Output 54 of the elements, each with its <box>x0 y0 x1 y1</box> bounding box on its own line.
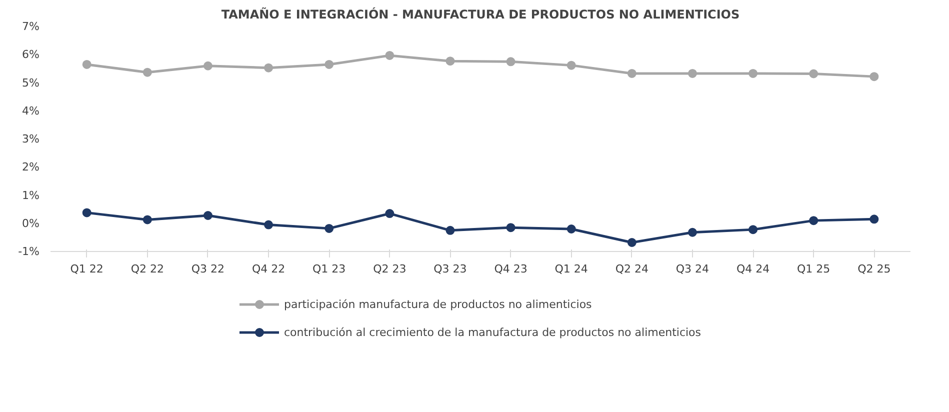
x-tick-label: Q3 22 <box>191 262 225 276</box>
x-tick-label: Q4 23 <box>494 262 528 276</box>
y-tick-label: 6% <box>22 48 40 62</box>
x-tick-label: Q1 23 <box>312 262 346 276</box>
point <box>748 225 758 234</box>
point <box>264 220 274 230</box>
point <box>627 68 636 78</box>
point <box>264 63 274 72</box>
x-tick-label: Q1 24 <box>554 262 588 276</box>
x-tick-label: Q2 25 <box>858 262 891 276</box>
x-tick-label: Q3 24 <box>676 262 710 276</box>
x-tick-label: Q4 22 <box>252 262 286 276</box>
y-tick-label: 1% <box>22 188 40 202</box>
point <box>446 56 455 66</box>
point <box>870 72 879 82</box>
point <box>385 209 394 218</box>
legend-label: contribución al crecimiento de la manufactura de productos no alimenticios <box>284 326 702 338</box>
y-tick-label: 2% <box>22 160 40 174</box>
y-tick-label: 5% <box>22 76 40 90</box>
y-tick-label: 7% <box>22 20 40 33</box>
point <box>809 69 818 78</box>
point <box>566 224 576 234</box>
y-tick-label: 3% <box>22 132 40 146</box>
x-tick-label: Q3 23 <box>434 262 467 276</box>
point <box>203 211 212 220</box>
x-tick-label: Q2 22 <box>130 262 164 276</box>
x-tick-label: Q2 24 <box>615 262 648 276</box>
point <box>688 68 697 78</box>
point <box>203 61 212 70</box>
y-tick-label: -1% <box>18 245 40 258</box>
chart-title: TAMAÑO E INTEGRACIÓN - MANUFACTURA DE PRODUCTOS NO ALIMENTICIOS <box>221 6 740 22</box>
x-tick-label: Q4 24 <box>736 262 770 276</box>
x-tick-label: Q1 22 <box>70 262 104 276</box>
x-tick-label: Q2 23 <box>373 262 406 276</box>
y-tick-label: 4% <box>22 104 40 118</box>
point <box>809 216 818 226</box>
point <box>324 224 334 233</box>
point <box>748 68 758 78</box>
point <box>82 208 92 218</box>
point <box>688 228 697 237</box>
point <box>324 60 334 69</box>
y-tick-label: 0% <box>22 216 40 230</box>
point <box>627 238 636 247</box>
point <box>870 214 879 224</box>
legend-label: participación manufactura de productos no alimenticios <box>284 298 592 310</box>
point <box>506 57 516 66</box>
point <box>566 60 576 70</box>
point <box>446 226 455 235</box>
point <box>82 60 92 69</box>
point <box>142 68 152 77</box>
point <box>506 223 516 232</box>
point <box>142 215 152 224</box>
point <box>385 50 394 60</box>
x-tick-label: Q1 25 <box>797 262 830 276</box>
